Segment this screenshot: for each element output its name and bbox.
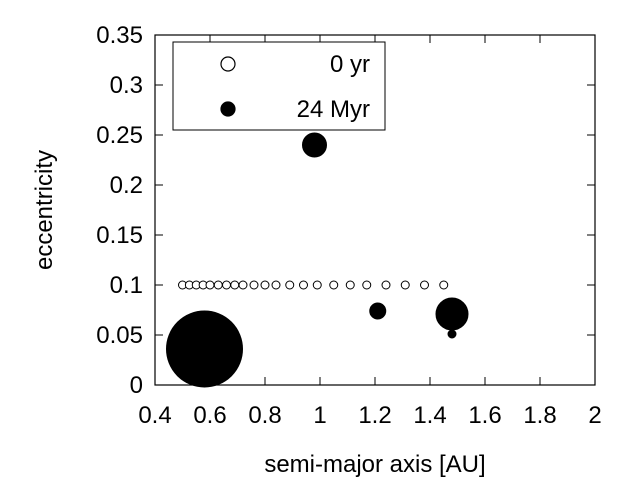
data-point-0yr [312, 280, 322, 290]
legend-marker-filled [220, 101, 236, 117]
x-tick-label: 1.4 [413, 402, 446, 429]
x-tick-label: 1 [313, 402, 326, 429]
y-tick-label: 0.3 [110, 72, 143, 99]
data-point-0yr [249, 280, 259, 290]
data-point-0yr [439, 280, 449, 290]
y-tick-label: 0.25 [96, 122, 143, 149]
legend-label: 0 yr [330, 51, 370, 78]
data-point-24myr [435, 297, 469, 331]
data-point-24myr [447, 329, 457, 339]
data-point-0yr [420, 280, 429, 290]
data-point-0yr [230, 280, 240, 290]
x-tick-label: 1.8 [523, 402, 556, 429]
y-tick-label: 0.15 [96, 222, 143, 249]
data-point-0yr [362, 280, 372, 290]
data-point-0yr [285, 280, 295, 290]
x-tick-label: 0.6 [193, 402, 226, 429]
legend-label: 24 Myr [297, 96, 370, 123]
legend-marker-open [220, 56, 236, 72]
x-tick-label: 1.6 [468, 402, 501, 429]
legend-box [172, 41, 386, 131]
data-point-0yr [205, 280, 215, 290]
data-point-0yr [222, 280, 231, 290]
y-axis-title: eccentricity [31, 150, 58, 270]
data-point-0yr [299, 280, 308, 290]
data-point-0yr [238, 280, 248, 290]
data-point-0yr [345, 280, 355, 290]
data-point-0yr [329, 280, 339, 290]
x-tick-label: 0.8 [248, 402, 281, 429]
data-point-0yr [400, 280, 410, 290]
x-axis-ticks: 0.4 0.6 0.8 1 1.2 1.4 1.6 1.8 2 [138, 35, 602, 429]
legend: 0 yr 24 Myr [172, 41, 386, 131]
y-tick-label: 0 [130, 372, 143, 399]
y-tick-label: 0.35 [96, 22, 143, 49]
data-point-0yr [381, 280, 391, 290]
data-point-24myr [166, 310, 243, 388]
x-tick-label: 1.2 [358, 402, 391, 429]
y-axis-ticks: 0 0.05 0.1 0.15 0.2 0.25 0.3 0.35 [96, 22, 595, 399]
x-tick-label: 2 [588, 402, 601, 429]
y-tick-label: 0.2 [110, 172, 143, 199]
data-point-24myr [369, 302, 387, 320]
x-axis-title: semi-major axis [AU] [264, 451, 485, 478]
data-marks [166, 132, 469, 388]
data-point-0yr [271, 280, 281, 290]
y-tick-label: 0.1 [110, 272, 143, 299]
x-tick-label: 0.4 [138, 402, 171, 429]
data-point-0yr [213, 280, 223, 290]
y-tick-label: 0.05 [96, 322, 143, 349]
data-point-0yr [260, 280, 270, 290]
data-point-24myr [302, 132, 327, 158]
